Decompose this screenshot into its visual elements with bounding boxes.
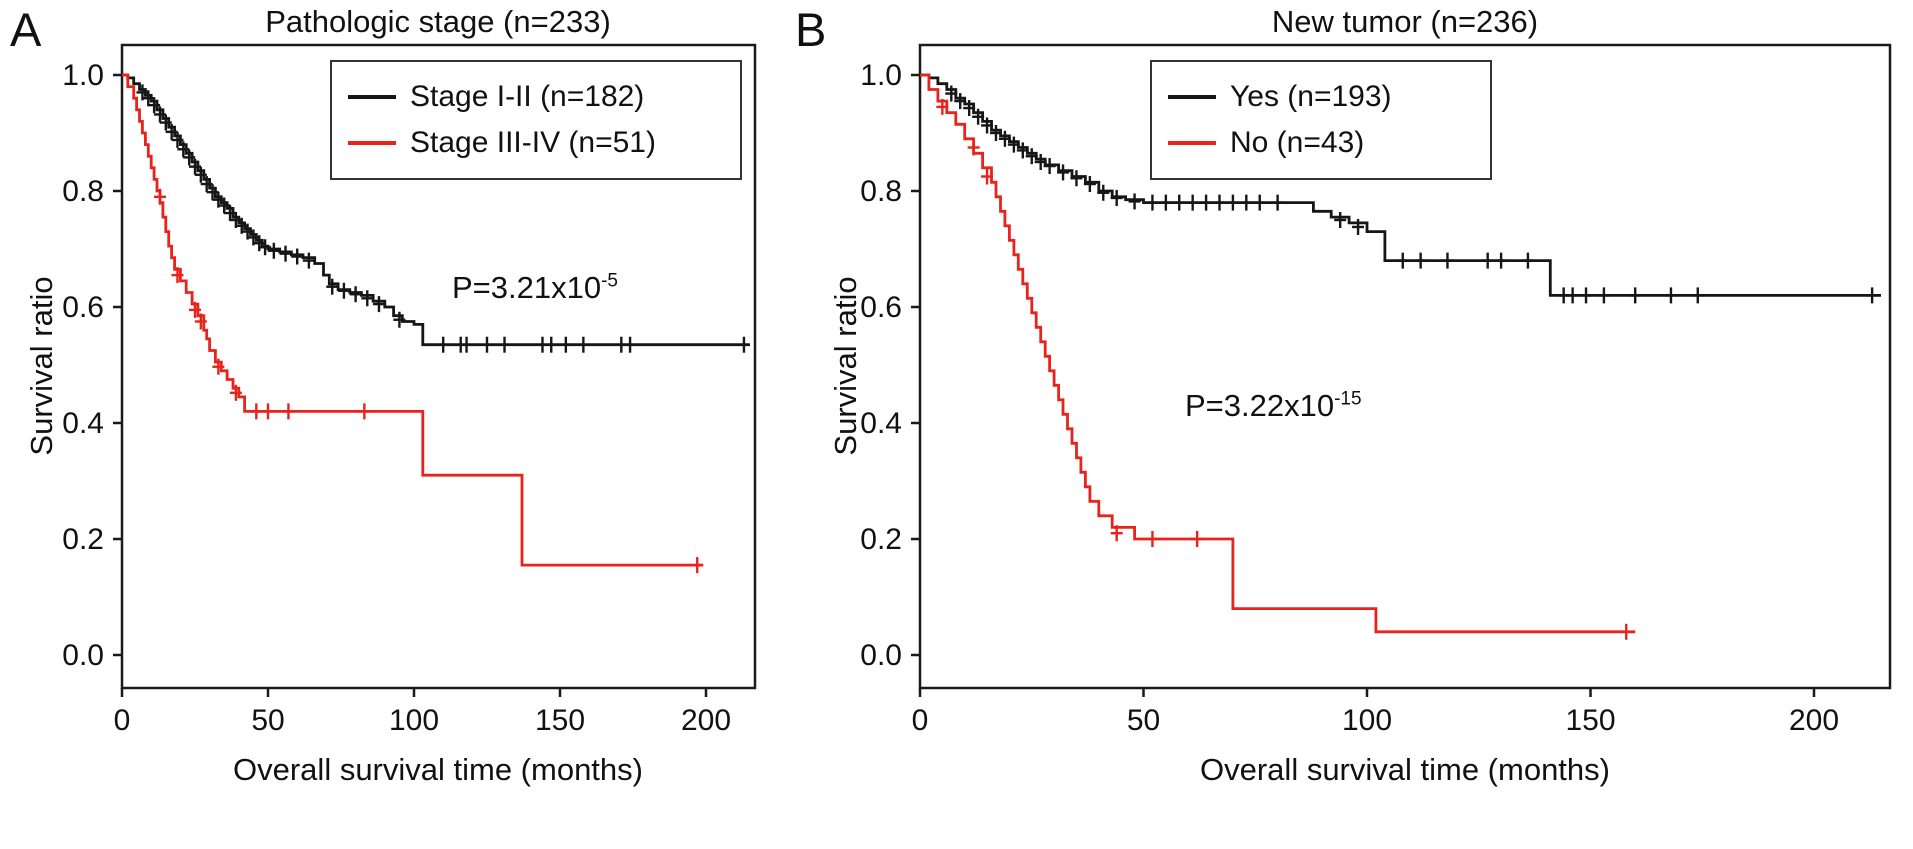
y-tick-label: 0.4	[62, 407, 104, 440]
plot-frame	[918, 43, 1892, 690]
survival-curve	[122, 73, 750, 347]
survival-curve	[920, 73, 1636, 634]
y-tick-label: 0.2	[62, 523, 104, 556]
x-tick-label: 100	[1342, 704, 1392, 737]
plot-frame	[120, 43, 757, 690]
survival-curve	[920, 73, 1881, 297]
x-tick-label: 150	[1565, 704, 1615, 737]
y-tick-label: 0.8	[860, 175, 902, 208]
y-tick-label: 0.6	[860, 291, 902, 324]
y-tick-label: 0.2	[860, 523, 902, 556]
y-tick-label: 0.8	[62, 175, 104, 208]
x-tick-label: 200	[681, 704, 731, 737]
km-panel-b: 0 50 100 150 200 0.0 0.2 0.4 0.6 0.8 1.0	[860, 43, 1892, 737]
y-tick-label: 0.4	[860, 407, 902, 440]
x-tick-label: 200	[1789, 704, 1839, 737]
y-tick-label: 0.6	[62, 291, 104, 324]
x-tick-label: 50	[1127, 704, 1160, 737]
y-tick-label: 0.0	[860, 639, 902, 672]
x-tick-label: 0	[912, 704, 929, 737]
x-tick-label: 150	[535, 704, 585, 737]
survival-curve	[122, 73, 704, 567]
km-panel-a: 0 50 100 150 200 0.0 0.2 0.4 0.6 0.8 1.0	[62, 43, 757, 737]
x-tick-label: 100	[389, 704, 439, 737]
y-tick-label: 1.0	[860, 59, 902, 92]
x-tick-label: 0	[114, 704, 131, 737]
y-tick-label: 0.0	[62, 639, 104, 672]
x-tick-label: 50	[251, 704, 284, 737]
y-tick-label: 1.0	[62, 59, 104, 92]
